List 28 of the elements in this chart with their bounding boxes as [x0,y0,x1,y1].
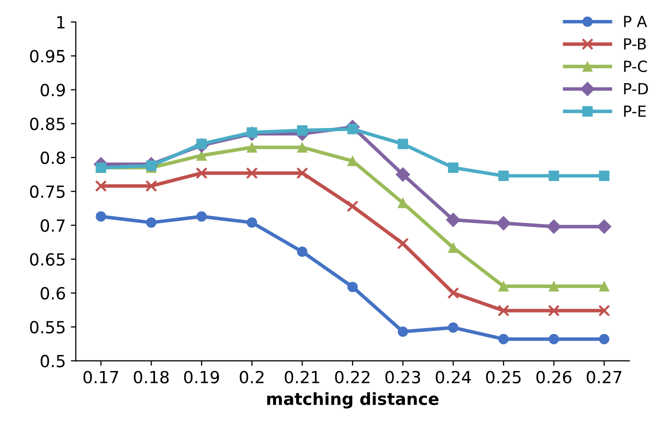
x-tick-label: 0.18 [134,370,169,384]
y-tick-label: 0.6 [40,287,66,300]
y-tick-label: 0.55 [30,320,65,334]
x-tick-label: 0.19 [184,370,219,384]
x-axis-title: matching distance [267,392,438,408]
legend-label: P-D [624,83,648,94]
legend-label: P-E [624,106,646,117]
x-tick-label: 0.26 [536,370,572,384]
x-tick-label: 0.17 [83,370,118,384]
legend-label: P-B [624,38,646,50]
y-tick-label: 0.8 [40,151,65,164]
y-tick-label: 0.95 [30,50,65,62]
y-tick-label: 0.7 [40,219,65,232]
y-tick-label: 0.75 [30,185,65,198]
x-tick-label: 0.22 [335,370,370,384]
x-tick-label: 0.2 [240,370,264,384]
x-tick-label: 0.23 [385,370,420,384]
y-tick-label: 0.5 [40,354,65,368]
x-tick-label: 0.25 [486,370,521,384]
y-tick-label: 0.85 [30,118,65,130]
legend-label: P-C [624,60,647,72]
y-tick-label: 0.65 [30,253,65,266]
legend-label: P A [624,16,648,28]
y-tick-label: 1 [57,16,65,28]
x-tick-label: 0.24 [436,370,471,384]
y-tick-label: 0.9 [40,84,65,96]
x-tick-label: 0.27 [586,370,622,384]
x-tick-label: 0.21 [284,370,320,384]
